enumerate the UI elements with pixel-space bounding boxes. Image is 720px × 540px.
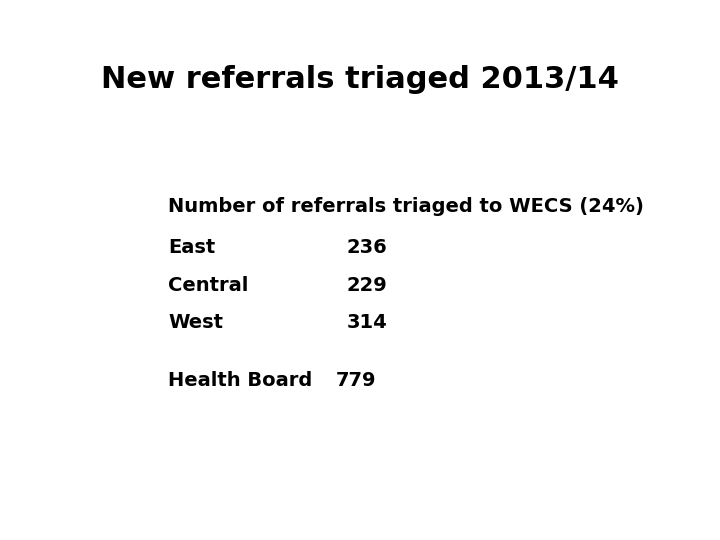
Text: Health Board: Health Board	[168, 372, 312, 390]
Text: 314: 314	[347, 313, 387, 332]
Text: 779: 779	[336, 372, 376, 390]
Text: Number of referrals triaged to WECS (24%): Number of referrals triaged to WECS (24%…	[168, 197, 644, 215]
Text: Central: Central	[168, 276, 248, 295]
Text: 236: 236	[347, 238, 387, 257]
Text: New referrals triaged 2013/14: New referrals triaged 2013/14	[101, 65, 618, 94]
Text: East: East	[168, 238, 215, 257]
Text: West: West	[168, 313, 223, 332]
Text: 229: 229	[347, 276, 387, 295]
